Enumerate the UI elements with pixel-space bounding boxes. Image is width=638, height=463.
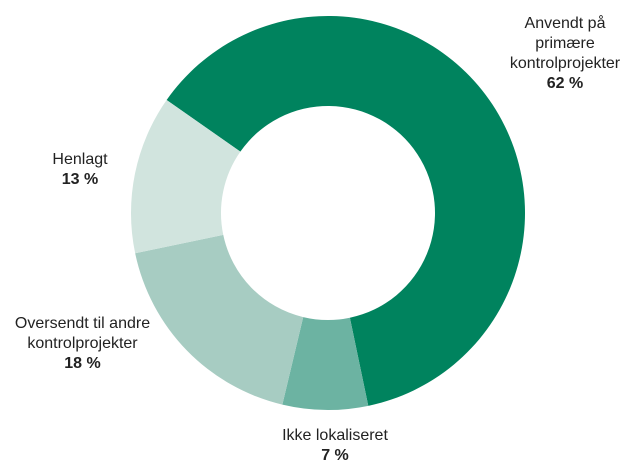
category-label: Ikke lokaliseret bbox=[282, 427, 388, 444]
donut-segment bbox=[135, 234, 304, 405]
donut-segment bbox=[282, 317, 369, 411]
value-label: 62 % bbox=[546, 75, 584, 92]
value-label: 7 % bbox=[321, 447, 349, 463]
value-label: 13 % bbox=[61, 171, 99, 188]
category-label: Oversendt til andre kontrolprojekter bbox=[14, 315, 151, 352]
donut-segment bbox=[131, 100, 241, 254]
segment-label: Henlagt 13 % bbox=[20, 150, 140, 190]
category-label: Anvendt på primære kontrolprojekter bbox=[509, 15, 621, 72]
segment-label: Anvendt på primære kontrolprojekter 62 % bbox=[495, 14, 635, 94]
value-label: 18 % bbox=[64, 355, 101, 372]
segment-label: Ikke lokaliseret 7 % bbox=[255, 426, 415, 463]
segment-label: Oversendt til andre kontrolprojekter 18 % bbox=[5, 314, 160, 374]
category-label: Henlagt bbox=[52, 151, 108, 168]
donut-segment bbox=[166, 16, 526, 406]
